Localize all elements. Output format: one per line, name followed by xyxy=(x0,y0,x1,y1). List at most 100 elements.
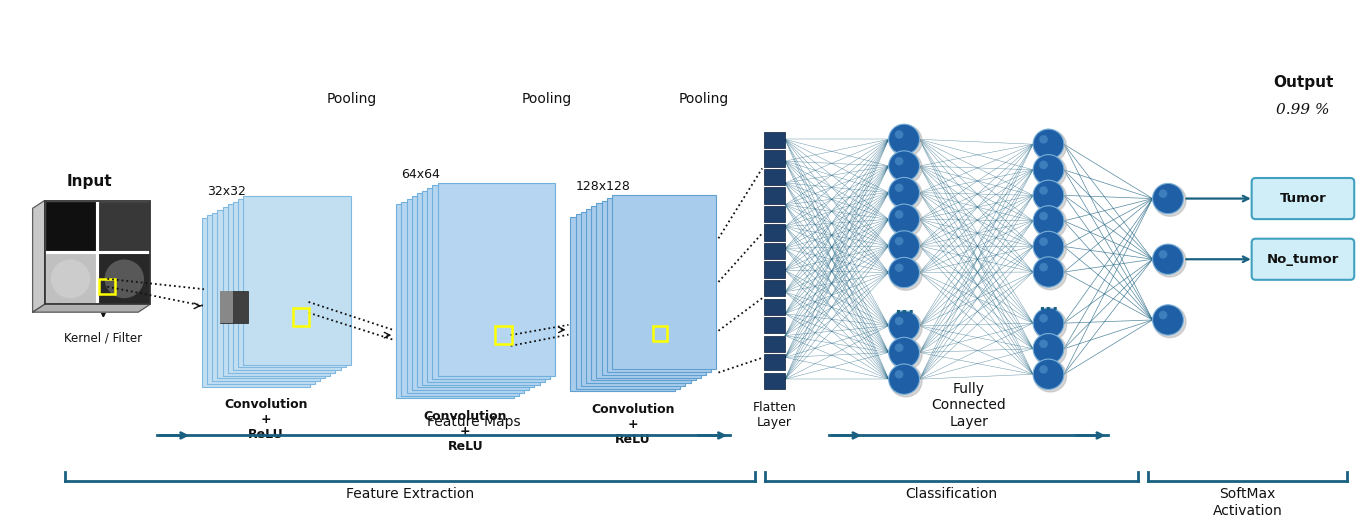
Bar xyxy=(212,213,319,381)
Bar xyxy=(45,253,96,304)
Bar xyxy=(238,199,345,367)
Circle shape xyxy=(889,204,920,235)
Bar xyxy=(99,279,116,295)
Bar xyxy=(764,354,786,370)
Circle shape xyxy=(894,317,904,325)
Circle shape xyxy=(1040,135,1048,144)
Bar xyxy=(228,204,336,373)
Text: Output: Output xyxy=(1273,75,1333,90)
Text: ···: ··· xyxy=(1038,301,1059,319)
Circle shape xyxy=(1034,232,1067,264)
Circle shape xyxy=(894,264,904,272)
Circle shape xyxy=(890,338,921,370)
Circle shape xyxy=(890,311,921,344)
Bar xyxy=(412,196,529,390)
Circle shape xyxy=(1159,189,1167,198)
Circle shape xyxy=(894,210,904,219)
Polygon shape xyxy=(33,304,151,312)
Text: Pooling: Pooling xyxy=(680,92,730,105)
Circle shape xyxy=(1034,155,1067,188)
Circle shape xyxy=(1033,257,1064,287)
Circle shape xyxy=(1040,339,1048,348)
Bar xyxy=(612,195,716,369)
Circle shape xyxy=(1040,186,1048,195)
Circle shape xyxy=(1033,206,1064,236)
Circle shape xyxy=(1033,180,1064,210)
Bar xyxy=(764,206,786,222)
Circle shape xyxy=(890,205,921,237)
Bar xyxy=(580,212,685,386)
Bar xyxy=(495,326,512,344)
Bar xyxy=(764,336,786,352)
Bar xyxy=(654,326,667,341)
Bar xyxy=(223,207,330,376)
Circle shape xyxy=(1034,335,1067,366)
Circle shape xyxy=(890,232,921,264)
Text: 128x128: 128x128 xyxy=(575,180,631,193)
Circle shape xyxy=(889,257,920,288)
Circle shape xyxy=(890,125,921,157)
Circle shape xyxy=(1154,184,1186,216)
Circle shape xyxy=(1040,314,1048,323)
Text: Kernel / Filter: Kernel / Filter xyxy=(64,331,143,345)
Bar xyxy=(220,291,247,323)
Circle shape xyxy=(1040,161,1048,169)
Bar xyxy=(220,291,232,323)
Text: Flatten
Layer: Flatten Layer xyxy=(753,401,796,428)
Circle shape xyxy=(1152,244,1184,275)
Text: Fully
Connected
Layer: Fully Connected Layer xyxy=(931,382,1006,428)
Bar xyxy=(602,201,707,375)
FancyBboxPatch shape xyxy=(1252,178,1354,219)
Bar xyxy=(764,188,786,203)
Circle shape xyxy=(1033,308,1064,338)
Circle shape xyxy=(889,311,920,341)
Circle shape xyxy=(894,130,904,139)
Bar xyxy=(432,186,550,379)
Circle shape xyxy=(1033,359,1064,389)
Circle shape xyxy=(889,151,920,181)
Bar xyxy=(438,182,554,376)
Circle shape xyxy=(1034,309,1067,341)
Bar xyxy=(576,214,681,389)
Bar xyxy=(764,280,786,296)
Bar xyxy=(764,225,786,241)
Circle shape xyxy=(894,344,904,352)
Bar xyxy=(764,317,786,334)
Bar xyxy=(243,196,351,365)
Text: Pooling: Pooling xyxy=(328,92,378,105)
Bar xyxy=(45,200,151,304)
Circle shape xyxy=(1154,306,1186,338)
Circle shape xyxy=(890,258,921,290)
FancyBboxPatch shape xyxy=(1252,239,1354,280)
Circle shape xyxy=(890,152,921,184)
Bar xyxy=(217,210,325,378)
Text: No_tumor: No_tumor xyxy=(1267,253,1339,266)
Text: Tumor: Tumor xyxy=(1280,192,1326,205)
Circle shape xyxy=(1040,263,1048,271)
Circle shape xyxy=(890,365,921,397)
Circle shape xyxy=(889,231,920,261)
Bar xyxy=(292,308,308,326)
Circle shape xyxy=(1040,365,1048,374)
Text: 32x32: 32x32 xyxy=(207,184,246,198)
Circle shape xyxy=(894,370,904,378)
Circle shape xyxy=(1033,129,1064,159)
Circle shape xyxy=(1034,258,1067,290)
Bar xyxy=(98,200,151,251)
Text: ···: ··· xyxy=(894,304,915,321)
Circle shape xyxy=(1034,360,1067,392)
Circle shape xyxy=(1040,212,1048,220)
Circle shape xyxy=(889,337,920,368)
Circle shape xyxy=(1033,231,1064,261)
Circle shape xyxy=(894,157,904,165)
Circle shape xyxy=(1034,181,1067,213)
Bar xyxy=(606,198,711,372)
Circle shape xyxy=(1034,130,1067,162)
Circle shape xyxy=(1033,334,1064,364)
Bar xyxy=(232,202,341,370)
Bar xyxy=(423,191,540,385)
Circle shape xyxy=(890,179,921,210)
Circle shape xyxy=(894,237,904,246)
Text: Classification: Classification xyxy=(905,487,998,501)
Bar xyxy=(591,206,696,380)
